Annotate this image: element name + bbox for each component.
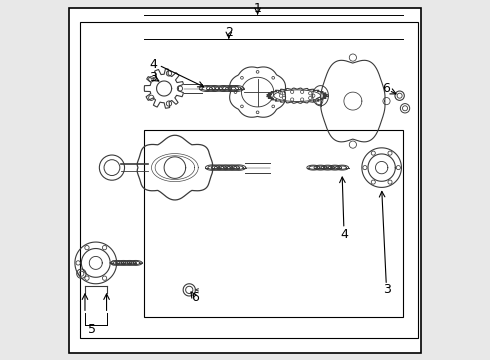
Text: 2: 2 [225, 26, 233, 39]
Text: 3: 3 [383, 283, 391, 296]
Text: 4: 4 [149, 58, 157, 71]
Bar [79, 22, 417, 338]
Bar [145, 130, 403, 317]
Text: 4: 4 [340, 228, 348, 240]
Text: 6: 6 [382, 82, 390, 95]
Text: 5: 5 [88, 323, 96, 336]
Text: 1: 1 [254, 2, 262, 15]
Text: 6: 6 [191, 291, 198, 303]
Text: 3: 3 [149, 71, 157, 84]
